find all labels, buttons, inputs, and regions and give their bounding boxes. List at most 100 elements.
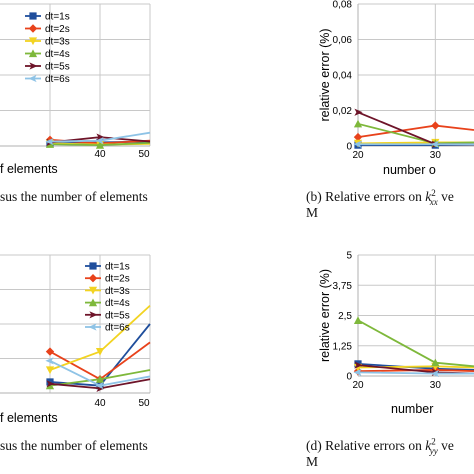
x-tick-label: 30 [430,150,442,161]
caption-d-line2: M [306,454,319,469]
legend-marker [28,49,38,58]
data-point [45,357,54,365]
series-line [357,319,474,368]
data-point [95,375,105,383]
data-point [45,347,55,356]
series-dt6s [45,357,151,390]
legend-marker [29,12,37,20]
legend-entry: dt=2s [25,24,70,35]
caption-d-sub: yy [429,445,438,456]
caption-d-suffix: ve [437,438,454,453]
legend-label: dt=3s [45,37,70,48]
y-tick-label: 0 [346,142,352,153]
data-point [45,366,55,375]
caption-a-text: sus the number of elements [0,189,148,204]
x-axis-label: f elements [0,162,58,176]
legend-label: dt=5s [105,310,130,321]
legend-label: dt=6s [105,323,130,334]
data-point [96,133,105,141]
chart-panel-d: 0 1,25 2,5 3,75 5 20 30 number relative error (%… [318,251,474,416]
legend-marker [28,37,38,46]
legend-label: dt=5s [45,62,70,73]
y-tick-label: 2,5 [338,311,352,322]
y-tick-label: 0 [346,372,352,383]
caption-d-sup: 2 [431,436,436,447]
legend-label: dt=4s [45,49,70,60]
y-tick-label: 0,08 [333,0,353,11]
series-dt6s [353,140,474,148]
caption-a: sus the number of elements [0,189,148,205]
legend-marker [88,298,98,307]
data-point [430,140,439,148]
data-point [353,368,362,376]
caption-d: (d) Relative errors on k2yy ve M [306,436,460,470]
data-point [431,358,440,367]
y-axis-label: relative error (%) [318,269,332,362]
legend-entry: dt=1s [85,262,130,273]
legend-label: dt=2s [45,24,70,35]
legend-entry: dt=5s [85,310,130,321]
series-dt2s [353,121,474,142]
y-tick-label: 0,02 [333,106,353,117]
caption-b-line2: M [306,205,319,220]
data-point [354,108,363,116]
x-tick-label: 50 [138,398,150,409]
series-line [357,122,474,145]
y-tick-label: 3,75 [333,281,353,292]
y-tick-label: 0,06 [333,35,353,46]
data-point [45,137,54,146]
legend-label: dt=2s [105,274,130,285]
series-dt6s [45,131,151,146]
x-tick-label: 20 [352,150,364,161]
legend-marker [89,311,98,319]
chart-panel-b: 0 0,02 0,04 0,06 0,08 20 30 number o relative er… [318,0,474,177]
data-point [95,141,105,149]
caption-b-sub: xx [429,196,438,207]
legend-entry: dt=3s [85,286,130,297]
data-point [95,137,104,145]
data-point [353,119,363,128]
x-tick-label: 30 [430,380,442,391]
data-point [353,132,363,142]
y-tick-label: 5 [346,251,352,262]
data-point [354,361,363,369]
y-tick-label: 1,25 [333,341,353,352]
legend-label: dt=6s [45,74,70,85]
legend-marker [28,24,38,33]
x-tick-label: 20 [352,380,364,391]
x-tick-label: 40 [94,149,106,160]
caption-d-k: k [425,438,432,453]
data-point [430,369,439,378]
legend-entry: dt=2s [85,274,130,285]
legend-entry: dt=4s [85,298,130,309]
series-dt3s [45,304,151,375]
data-point [353,316,363,324]
series-dt4s [353,316,474,368]
caption-b: (b) Relative errors on k2xx ve M [306,188,460,221]
y-tick-label: 0,04 [333,71,353,82]
data-point [353,140,362,148]
legend-marker [88,286,98,295]
x-axis-label: number [391,402,433,416]
data-point [46,380,55,388]
caption-d-prefix: (d) Relative errors on [306,438,426,453]
legend-entry: dt=6s [85,323,130,334]
x-axis-label: f elements [0,411,58,425]
legend-marker [28,74,37,83]
legend-marker [89,262,97,270]
data-point [95,382,104,390]
data-point [95,348,105,356]
caption-b-k: k [425,189,432,204]
legend-label: dt=3s [105,286,130,297]
caption-b-suffix: ve [437,189,454,204]
x-axis-label: number o [383,163,436,177]
caption-c-text: sus the number of elements [0,438,148,453]
x-tick-label: 50 [138,149,150,160]
legend-label: dt=1s [105,262,130,273]
caption-c: sus the number of elements [0,438,148,454]
legend-entry: dt=6s [25,74,70,85]
legend-label: dt=1s [45,12,70,23]
legend-entry: dt=1s [25,12,70,23]
